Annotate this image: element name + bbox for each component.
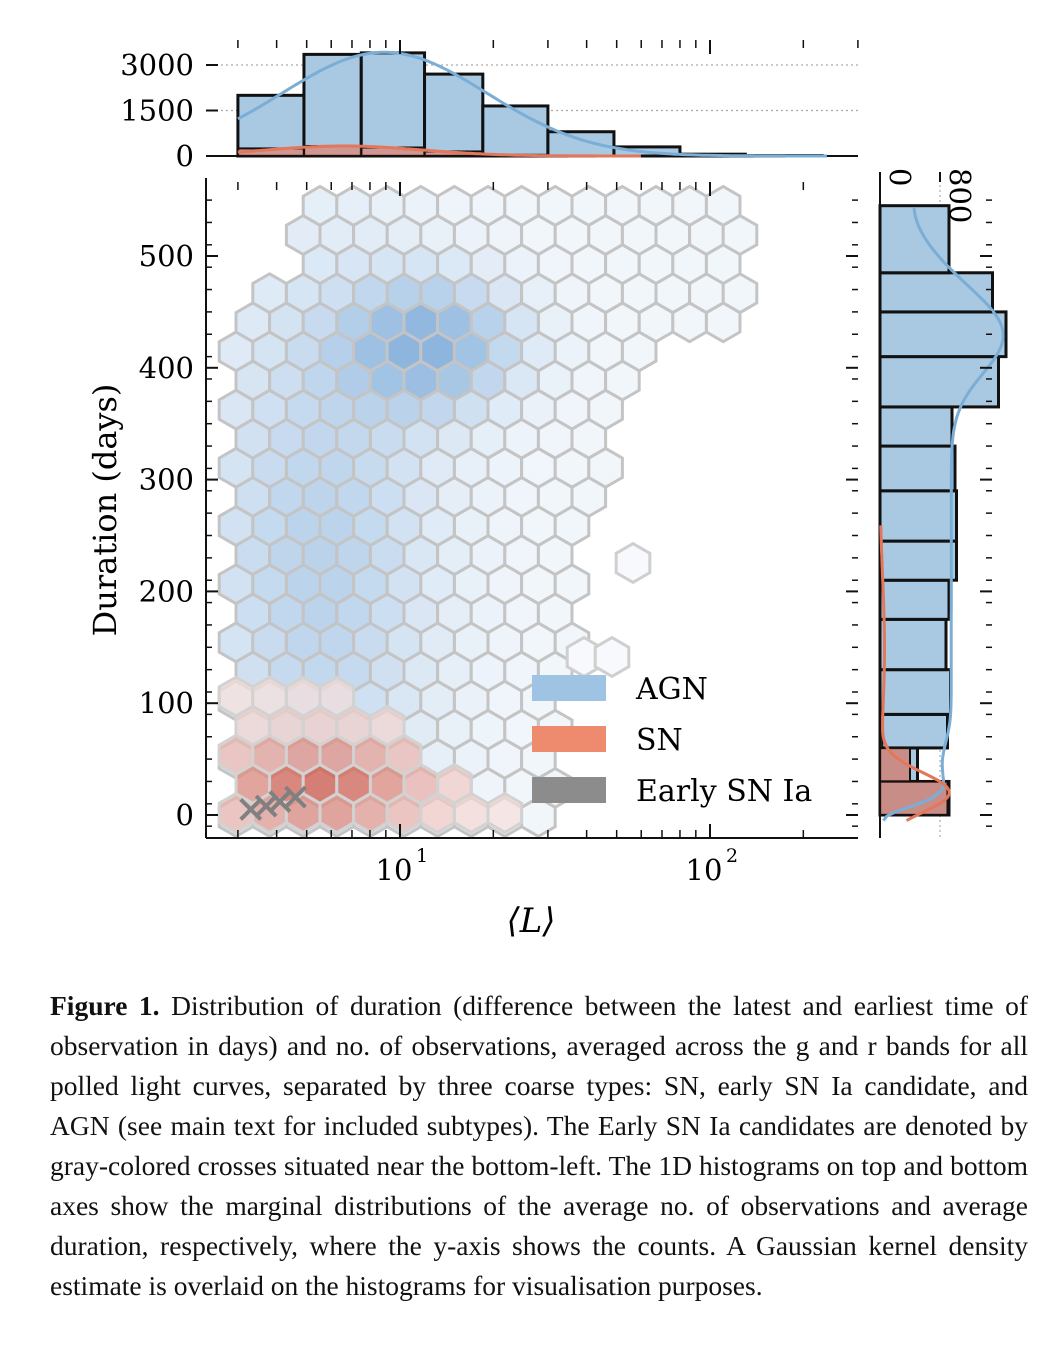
- hexbin-layer: [217, 184, 759, 839]
- sn-hexbin: [436, 762, 473, 806]
- x-axis-label: ⟨L⟩: [506, 901, 555, 941]
- top-agn-bar: [481, 104, 550, 158]
- right-count-tick-label: 0: [883, 168, 917, 186]
- agn-hexbin: [604, 184, 641, 228]
- top-agn-bar: [546, 130, 616, 158]
- legend: AGN SN Early SN Ia: [532, 672, 812, 809]
- right-agn-bar: [878, 355, 1000, 409]
- y-tick-label: 300: [139, 463, 194, 497]
- early-sn-ia-crosses: [239, 785, 307, 821]
- agn-hexbin: [671, 184, 708, 228]
- legend-swatch-agn: [532, 675, 606, 701]
- x-tick-label: 10: [686, 853, 723, 887]
- right-agn-bar: [878, 405, 954, 448]
- agn-hexbin: [503, 184, 540, 228]
- agn-hexbin: [335, 184, 372, 228]
- legend-label-sn: SN: [636, 723, 683, 758]
- top-agn-bar: [359, 51, 427, 158]
- agn-hexbin: [251, 272, 288, 315]
- right-sn-kde: [879, 525, 951, 822]
- caption-text: Distribution of duration (difference bet…: [50, 990, 1028, 1301]
- x-tick-label: 10: [376, 853, 413, 887]
- right-agn-bar: [878, 617, 948, 672]
- sn-hexbin: [368, 704, 406, 747]
- legend-swatch-early-sn-ia: [532, 777, 606, 803]
- right-agn-kde: [882, 207, 1005, 822]
- figure-caption: Figure 1. Distribution of duration (diff…: [50, 986, 1028, 1306]
- top-y-tick-label: 1500: [120, 94, 194, 128]
- right-agn-bar: [878, 310, 1008, 359]
- top-agn-bar: [423, 72, 485, 158]
- top-sn-kde: [237, 144, 641, 158]
- top-agn-bar: [302, 52, 363, 158]
- y-tick-label: 400: [139, 351, 194, 385]
- top-agn-kde: [237, 50, 827, 158]
- agn-hexbin: [536, 184, 574, 228]
- right-marginal-histogram: 0 800: [878, 168, 1008, 838]
- right-count-tick-label: 800: [943, 168, 977, 223]
- agn-hexbin: [301, 184, 339, 228]
- y-tick-label: 200: [139, 574, 194, 608]
- y-tick-label: 0: [176, 798, 194, 832]
- right-agn-bar: [878, 668, 952, 716]
- caption-label: Figure 1.: [50, 990, 160, 1021]
- agn-hexbin: [704, 184, 742, 228]
- top-y-tick-label: 0: [176, 139, 194, 173]
- agn-hexbin: [402, 184, 440, 228]
- right-agn-bar: [878, 712, 949, 750]
- legend-swatch-sn: [532, 726, 606, 752]
- agn-hexbin: [593, 635, 631, 679]
- agn-hexbin: [614, 541, 652, 585]
- top-y-tick-label: 3000: [120, 48, 194, 82]
- agn-hexbin: [637, 184, 675, 228]
- early-sn-ia-cross: [284, 785, 307, 809]
- agn-hexbin: [570, 184, 608, 228]
- early-sn-ia-cross: [254, 794, 278, 818]
- top-marginal-histogram: 0 1500 3000: [120, 40, 859, 173]
- x-tick-exponent: 2: [726, 845, 738, 867]
- agn-hexbin: [436, 184, 473, 228]
- agn-hexbin: [469, 184, 507, 228]
- x-tick-exponent: 1: [416, 845, 428, 867]
- y-axis-label: Duration (days): [86, 384, 124, 637]
- right-agn-bar: [878, 444, 957, 493]
- y-tick-label: 500: [139, 239, 194, 273]
- legend-label-early-sn-ia: Early SN Ia: [636, 774, 812, 809]
- sn-hexbin: [251, 675, 288, 718]
- top-agn-bar: [236, 93, 306, 158]
- legend-label-agn: AGN: [635, 672, 708, 707]
- sn-hexbin: [486, 791, 524, 835]
- sn-hexbin: [318, 675, 356, 718]
- right-agn-bar: [878, 489, 958, 543]
- right-agn-bar: [878, 539, 958, 582]
- sn-hexbin: [284, 675, 322, 718]
- y-tick-label: 100: [139, 686, 194, 720]
- agn-hexbin: [368, 184, 406, 228]
- right-sn-bar: [879, 780, 949, 817]
- right-agn-bar: [878, 578, 951, 621]
- sn-hexbin: [217, 675, 255, 718]
